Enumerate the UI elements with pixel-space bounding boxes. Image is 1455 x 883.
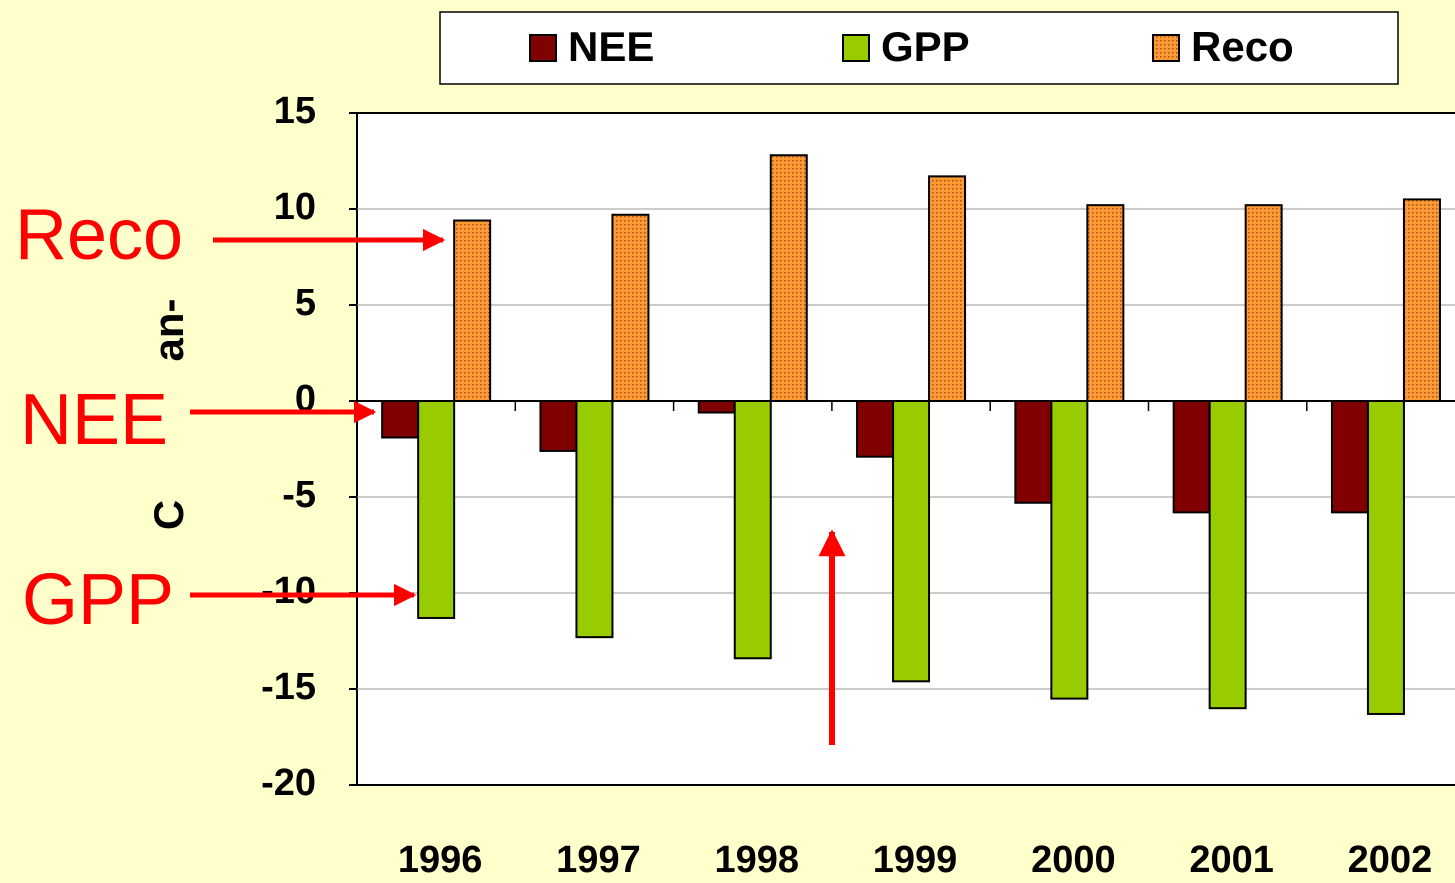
bar <box>892 400 931 683</box>
y-tick-label: -20 <box>261 762 316 804</box>
x-tick-label: 2001 <box>1189 839 1274 881</box>
legend-label: NEE <box>568 23 654 70</box>
y-tick-label: -10 <box>261 570 316 612</box>
legend-label: GPP <box>881 23 970 70</box>
x-tick-label: 1999 <box>873 839 958 881</box>
legend-box <box>439 11 1399 85</box>
bar <box>575 400 614 639</box>
bar <box>453 219 492 402</box>
bar <box>1402 198 1441 402</box>
y-axis-label: C <box>145 500 192 530</box>
legend-label: Reco <box>1191 23 1294 70</box>
y-tick-label: 15 <box>274 90 316 132</box>
bar <box>1330 400 1369 514</box>
bar <box>1014 400 1053 504</box>
annotation: GPP <box>22 560 174 640</box>
x-tick-label: 1998 <box>714 839 799 881</box>
x-tick-label: 1996 <box>398 839 483 881</box>
annotation: Reco <box>15 195 183 275</box>
legend-swatch <box>529 34 557 62</box>
bar <box>1366 400 1405 715</box>
bar <box>539 400 578 452</box>
y-tick-label: 5 <box>295 282 316 324</box>
annotation: NEE <box>20 380 168 460</box>
bar <box>381 400 420 439</box>
bar <box>1244 204 1283 402</box>
x-tick-label: 2000 <box>1031 839 1116 881</box>
bar <box>769 154 808 402</box>
bar <box>928 175 967 402</box>
y-axis-label: an- <box>145 299 192 362</box>
bar <box>856 400 895 458</box>
y-tick-label: 10 <box>274 186 316 228</box>
bar <box>1172 400 1211 514</box>
bar <box>1050 400 1089 700</box>
y-tick-label: -5 <box>282 474 316 516</box>
bar <box>417 400 456 619</box>
bar <box>1208 400 1247 710</box>
x-tick-label: 2002 <box>1348 839 1433 881</box>
bar <box>611 213 650 402</box>
y-tick-label: -15 <box>261 666 316 708</box>
bar <box>1086 204 1125 402</box>
bar <box>697 400 736 414</box>
x-tick-label: 1997 <box>556 839 641 881</box>
legend-swatch <box>842 34 870 62</box>
legend-swatch <box>1152 34 1180 62</box>
bar <box>733 400 772 660</box>
